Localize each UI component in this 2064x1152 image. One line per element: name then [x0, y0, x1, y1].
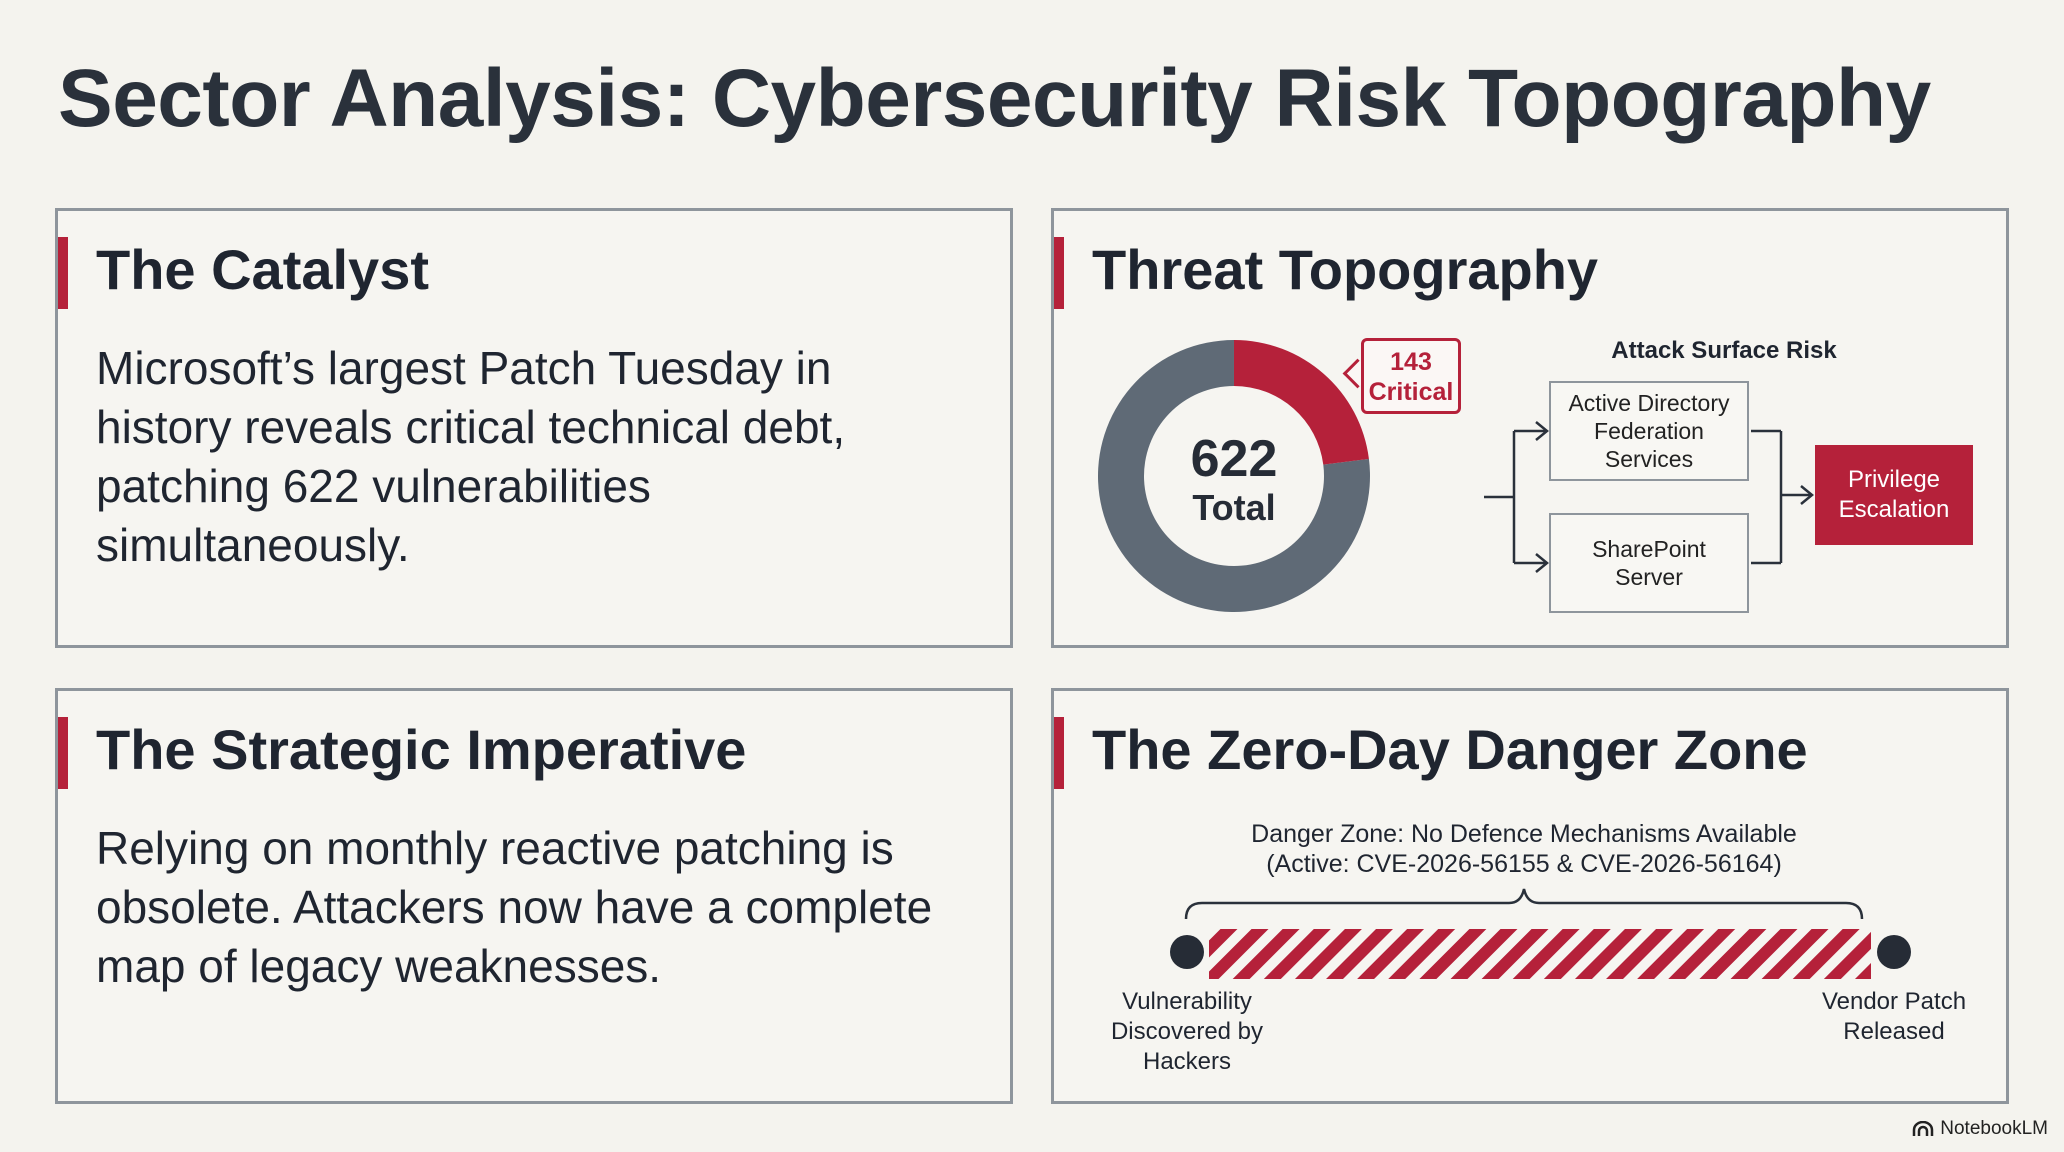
threat-card: Threat Topography 622 Total 143 Critical… — [1051, 208, 2009, 648]
vulnerability-donut-chart — [1098, 340, 1370, 612]
catalyst-body: Microsoft’s largest Patch Tuesday in his… — [96, 342, 846, 571]
attack-surface-connectors — [1484, 421, 1814, 573]
notebooklm-logo-icon — [1913, 1121, 1934, 1136]
timeline-end-label: Vendor Patch Released — [1821, 988, 1967, 1045]
timeline-start-label: Vulnerability Discovered by Hackers — [1110, 988, 1264, 1075]
donut-segment-critical — [1234, 340, 1369, 465]
page-title: Sector Analysis: Cybersecurity Risk Topo… — [58, 53, 1931, 144]
zero-day-accent-bar — [1054, 717, 1064, 789]
catalyst-heading: The Catalyst — [96, 238, 429, 301]
critical-callout: 143 Critical — [1361, 338, 1461, 414]
timeline-start-point — [1170, 935, 1204, 969]
notebooklm-brand: NotebookLM — [1912, 1118, 2048, 1140]
threat-accent-bar — [1054, 237, 1064, 309]
zero-day-card: The Zero-Day Danger Zone Danger Zone: No… — [1051, 688, 2009, 1104]
critical-label: Critical — [1368, 378, 1454, 406]
danger-zone-caption: Danger Zone: No Defence Mechanisms Avail… — [1251, 820, 1797, 848]
donut-total-value: 622 — [1190, 430, 1278, 488]
node-sharepoint-label: SharePoint Server — [1592, 536, 1706, 590]
danger-zone-timeline — [1170, 888, 1911, 979]
timeline-end-point — [1877, 935, 1911, 969]
zero-day-heading: The Zero-Day Danger Zone — [1092, 718, 1808, 781]
danger-zone-brace — [1184, 888, 1864, 920]
catalyst-accent-bar — [58, 237, 68, 309]
catalyst-card: The Catalyst Microsoft’s largest Patch T… — [55, 208, 1013, 648]
danger-zone-cves: (Active: CVE-2026-56155 & CVE-2026-56164… — [1266, 850, 1782, 878]
node-adfs-label: Active Directory Federation Services — [1568, 390, 1730, 472]
node-privilege-escalation: Privilege Escalation — [1815, 445, 1973, 545]
donut-segment-other — [1098, 340, 1370, 612]
brand-label: NotebookLM — [1940, 1118, 2048, 1139]
danger-zone-bar — [1209, 929, 1871, 979]
privilege-escalation-label: Privilege Escalation — [1838, 466, 1950, 523]
strategic-accent-bar — [58, 717, 68, 789]
strategic-body: Relying on monthly reactive patching is … — [96, 822, 933, 992]
strategic-heading: The Strategic Imperative — [96, 718, 747, 781]
critical-count: 143 — [1390, 348, 1432, 376]
attack-surface-title: Attack Surface Risk — [1611, 337, 1837, 364]
donut-total-label: Total — [1192, 487, 1276, 528]
node-sharepoint-server: SharePoint Server — [1549, 513, 1749, 613]
strategic-card: The Strategic Imperative Relying on mont… — [55, 688, 1013, 1104]
threat-heading: Threat Topography — [1092, 238, 1599, 301]
node-active-directory-federation-services: Active Directory Federation Services — [1549, 381, 1749, 481]
